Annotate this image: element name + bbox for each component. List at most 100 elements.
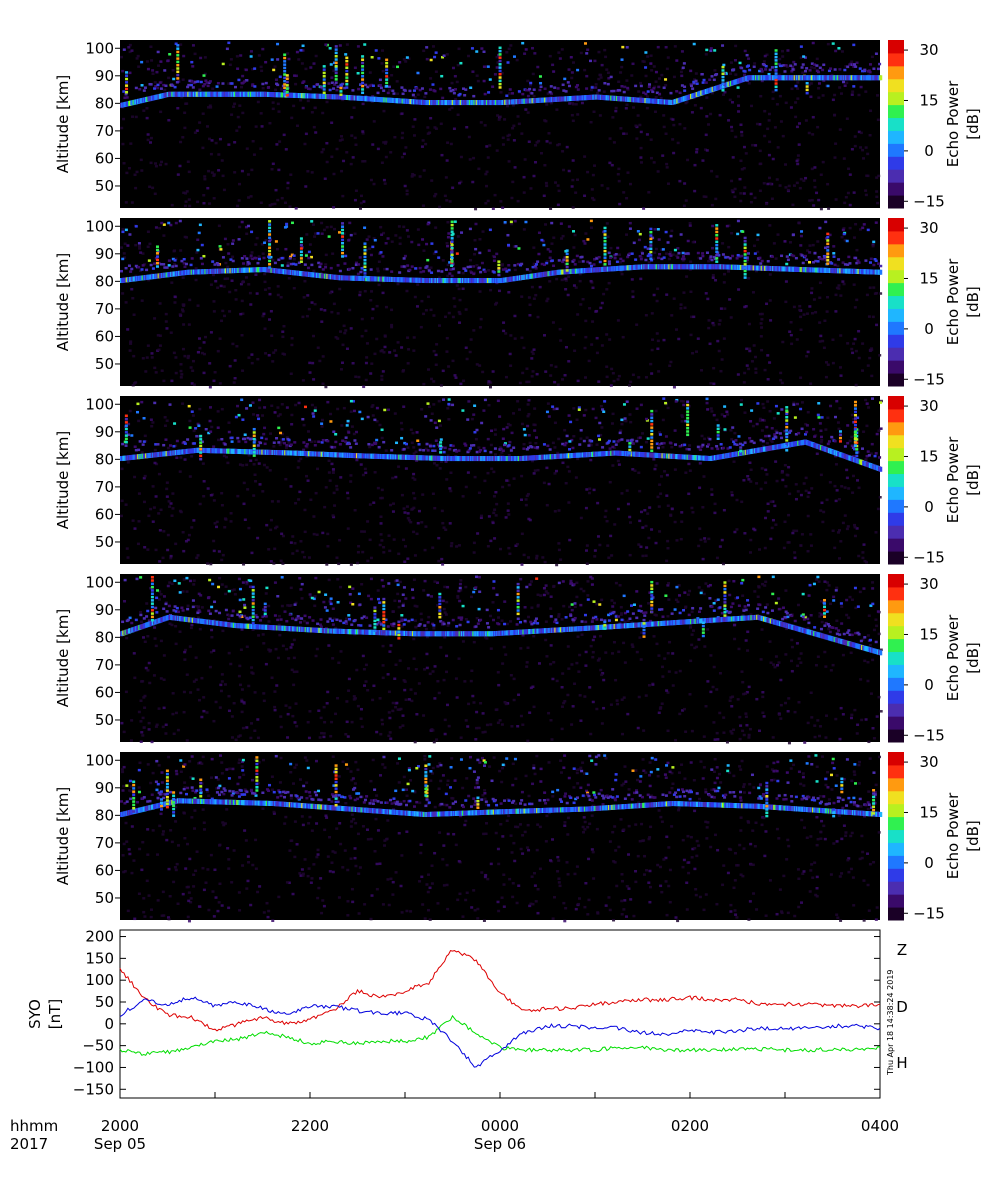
echo-cell (533, 161, 537, 164)
echo-cell (709, 382, 713, 385)
echo-cell (261, 414, 265, 417)
echo-cell (184, 192, 188, 195)
echo-cell (497, 289, 501, 293)
echo-cell (646, 254, 650, 258)
echo-cell (639, 510, 643, 514)
echo-cell (809, 533, 813, 536)
echo-cell (624, 132, 628, 136)
echo-cell (799, 234, 803, 238)
echo-cell (680, 50, 684, 53)
echo-cell (125, 96, 129, 99)
echo-cell (498, 115, 502, 119)
echo-cell (839, 374, 843, 377)
echo-cell (649, 257, 653, 260)
echo-cell (171, 265, 175, 268)
echo-cell (727, 119, 731, 122)
echo-cell (269, 518, 273, 522)
echo-cell (457, 47, 461, 51)
echo-cell (491, 370, 495, 373)
echo-cell (304, 185, 308, 188)
echo-cell (498, 76, 502, 79)
echo-cell (169, 556, 173, 560)
echo-cell (242, 481, 246, 485)
echo-cell (831, 338, 835, 341)
colorbar-swatch (888, 117, 904, 131)
echo-cell (299, 253, 303, 257)
echo-cell (759, 162, 763, 166)
echo-cell (825, 310, 829, 313)
echo-cell (862, 430, 866, 433)
echo-cell (691, 87, 695, 90)
echo-cell (688, 224, 692, 227)
echo-cell (202, 352, 206, 356)
echo-cell (565, 259, 569, 262)
echo-cell (370, 362, 374, 365)
echo-cell (639, 277, 643, 281)
echo-cell (196, 248, 200, 252)
echo-cell (402, 369, 406, 372)
echo-cell (616, 378, 620, 381)
echo-cell (730, 493, 734, 497)
echo-cell (584, 319, 588, 323)
echo-cell (588, 59, 592, 63)
echo-cell (768, 409, 772, 413)
echo-cell (191, 414, 195, 417)
echo-cell (578, 260, 582, 264)
echo-cell (509, 334, 513, 337)
echo-cell (768, 182, 772, 185)
echo-cell (297, 498, 301, 501)
echo-cell (236, 67, 240, 70)
echo-cell (650, 88, 654, 92)
echo-cell (263, 241, 267, 244)
echo-cell (474, 437, 478, 441)
echo-cell (334, 45, 338, 48)
echo-cell (285, 77, 289, 80)
echo-cell (566, 293, 570, 297)
echo-cell (783, 240, 787, 243)
echo-cell (695, 148, 699, 151)
echo-cell (826, 295, 830, 299)
echo-cell (306, 87, 310, 90)
echo-cell (147, 278, 151, 282)
echo-cell (607, 260, 611, 263)
echo-cell (605, 333, 609, 336)
echo-cell (784, 300, 788, 304)
echo-cell (285, 84, 289, 87)
echo-cell (611, 464, 615, 467)
echo-cell (556, 184, 560, 187)
echo-cell (747, 347, 751, 350)
echo-cell (450, 253, 454, 257)
echo-cell (495, 149, 499, 152)
echo-cell (252, 413, 256, 416)
echo-cell (271, 101, 275, 104)
echo-cell (594, 416, 598, 420)
echo-cell (743, 236, 747, 240)
echo-cell (129, 142, 133, 145)
echo-cell (284, 148, 288, 151)
echo-cell (362, 530, 366, 533)
echo-cell (366, 85, 370, 89)
echo-cell (498, 69, 502, 73)
echo-cell (198, 223, 202, 227)
echo-cell (616, 172, 620, 176)
echo-cell (826, 259, 830, 262)
echo-cell (713, 49, 717, 52)
echo-cell (817, 198, 821, 202)
panel-background (120, 396, 880, 564)
echo-cell (784, 280, 788, 283)
echo-cell (680, 74, 684, 78)
echo-cell (327, 82, 331, 85)
echo-cell (292, 104, 296, 108)
echo-cell (334, 78, 338, 81)
echo-cell (261, 47, 265, 51)
echo-cell (830, 262, 834, 265)
echo-cell (385, 81, 389, 85)
echo-cell (875, 190, 879, 193)
echo-cell (242, 563, 246, 566)
echo-cell (449, 489, 453, 493)
echo-cell (259, 65, 263, 69)
echo-cell (336, 312, 340, 315)
echo-cell (495, 252, 499, 256)
echo-cell (341, 241, 345, 245)
echo-cell (191, 86, 195, 89)
